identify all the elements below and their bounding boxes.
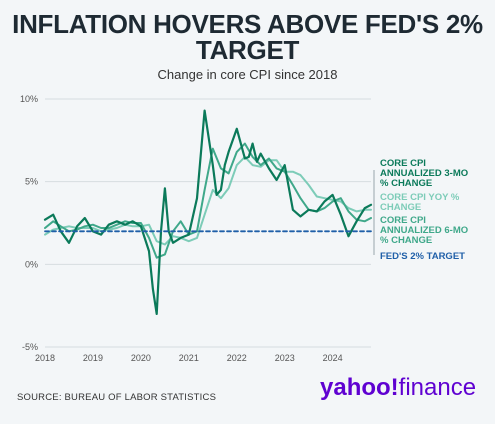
series-line bbox=[44, 155, 372, 246]
y-tick-label: 0% bbox=[25, 259, 38, 269]
y-tick-label: 10% bbox=[20, 94, 38, 104]
chart-subtitle: Change in core CPI since 2018 bbox=[157, 67, 338, 82]
x-tick-label: 2022 bbox=[227, 353, 247, 363]
series-label: CORE CPI YOY % CHANGE bbox=[380, 192, 460, 213]
x-tick-label: 2024 bbox=[323, 353, 343, 363]
series-label: CORE CPI ANNUALIZED 6-MO% CHANGE bbox=[380, 215, 468, 246]
x-tick-label: 2021 bbox=[179, 353, 199, 363]
yahoo-finance-logo: yahoo!finance bbox=[320, 374, 477, 401]
chart-title: INFLATION HOVERS ABOVE FED'S 2% TARGET bbox=[12, 9, 483, 65]
x-tick-label: 2018 bbox=[35, 353, 55, 363]
series-line bbox=[43, 109, 373, 315]
series-label: CORE CPI ANNUALIZED 3-MO% CHANGE bbox=[380, 158, 468, 189]
x-tick-label: 2023 bbox=[275, 353, 295, 363]
source-note: SOURCE: BUREAU OF LABOR STATISTICS bbox=[17, 392, 217, 403]
y-tick-label: -5% bbox=[22, 342, 38, 352]
series-line bbox=[44, 142, 372, 259]
x-tick-label: 2020 bbox=[131, 353, 151, 363]
x-tick-label: 2019 bbox=[83, 353, 103, 363]
series-label: FED'S 2% TARGET bbox=[380, 251, 465, 262]
y-tick-label: 5% bbox=[25, 177, 38, 187]
